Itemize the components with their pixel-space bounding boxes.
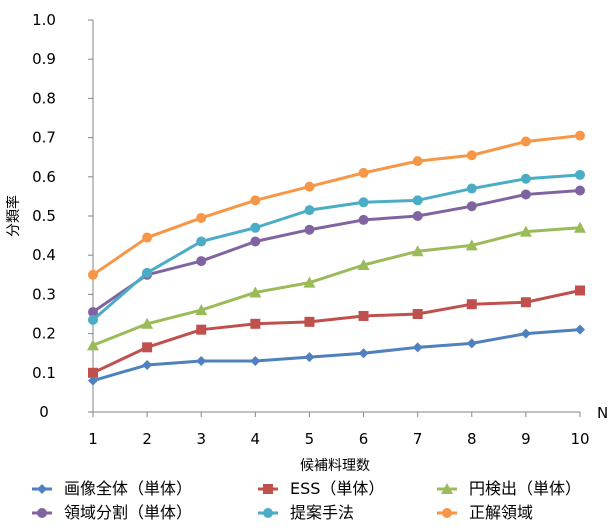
series-line [93,175,580,320]
data-point [250,223,260,233]
y-tick-label: 0.5 [32,207,56,225]
legend-label: 正解領域 [469,503,533,522]
data-point [575,186,585,196]
legend-marker [263,508,273,518]
data-point [413,156,423,166]
data-point [359,197,369,207]
x-tick-label: 8 [467,430,477,448]
data-point [359,311,369,321]
data-point [88,270,98,280]
data-point [413,309,423,319]
data-point [304,182,314,192]
data-point [413,211,423,221]
data-point [521,189,531,199]
x-tick-label: 3 [196,430,206,448]
data-point [359,215,369,225]
series-3 [87,222,586,351]
legend-item: 画像全体（単体） [32,479,192,498]
data-point [250,356,260,366]
data-point [413,195,423,205]
legend-label: ESS（単体） [290,479,384,498]
x-tick-label: 5 [305,430,315,448]
data-point [196,213,206,223]
legend-marker [37,484,47,494]
legend-marker [263,484,273,494]
legend-label: 提案手法 [290,503,354,522]
data-point [88,368,98,378]
y-tick-label: 0 [39,403,49,421]
series-line [93,290,580,372]
x-tick-label: 9 [521,430,531,448]
legend-marker [442,508,452,518]
x-tick-label: 10 [570,430,589,448]
data-point [250,236,260,246]
data-point [142,268,152,278]
legend-marker [37,508,47,518]
y-tick-label: 0.1 [32,364,56,382]
y-tick-label: 0.3 [32,285,56,303]
data-point [359,168,369,178]
data-point [521,137,531,147]
data-point [575,325,585,335]
x-tick-label: 1 [88,430,98,448]
x-axis-label: 候補料理数 [300,458,370,474]
series-line [93,228,580,346]
data-point [521,174,531,184]
legend-label: 領域分割（単体） [64,503,192,522]
data-point [467,338,477,348]
data-point [521,329,531,339]
data-point [142,233,152,243]
data-point [196,256,206,266]
data-point [250,195,260,205]
data-point [196,356,206,366]
y-tick-label: 0.2 [32,325,56,343]
x-tick-label: 2 [142,430,152,448]
y-tick-label: 0.6 [32,168,56,186]
data-point [413,342,423,352]
data-point [521,297,531,307]
legend-item: 正解領域 [437,503,533,522]
legend-label: 画像全体（単体） [64,479,192,498]
y-tick-label: 0.8 [32,89,56,107]
legend-item: ESS（単体） [258,479,384,498]
x-tick-label: 6 [359,430,369,448]
data-point [196,236,206,246]
data-point [467,150,477,160]
data-point [467,184,477,194]
data-point [304,205,314,215]
legend-item: 提案手法 [258,503,354,522]
data-point [575,131,585,141]
series-line [93,330,580,381]
y-axis-label: 分類率 [5,195,22,237]
data-point [142,360,152,370]
series-layer [87,131,586,386]
y-tick-label: 1.0 [32,11,56,29]
y-tick-label: 0.4 [32,246,56,264]
data-point [467,201,477,211]
data-point [88,315,98,325]
data-point [359,348,369,358]
data-point [250,319,260,329]
data-point [575,285,585,295]
x-axis-end-label: N [597,404,608,422]
data-point [142,342,152,352]
legend-item: 領域分割（単体） [32,503,192,522]
series-line [93,191,580,313]
data-point [304,352,314,362]
data-point [304,317,314,327]
series-1 [88,325,585,386]
x-tick-label: 7 [413,430,423,448]
legend: 画像全体（単体） ESS（単体） 円検出（単体） 領域分割（単体） 提案手法 正解領域 [32,479,581,522]
data-point [304,225,314,235]
x-tick-label: 4 [251,430,261,448]
y-tick-label: 0.7 [32,129,56,147]
data-point [575,170,585,180]
data-point [196,325,206,335]
legend-label: 円検出（単体） [469,479,581,498]
y-tick-label: 0.9 [32,50,56,68]
legend-item: 円検出（単体） [437,479,581,498]
data-point [467,299,477,309]
